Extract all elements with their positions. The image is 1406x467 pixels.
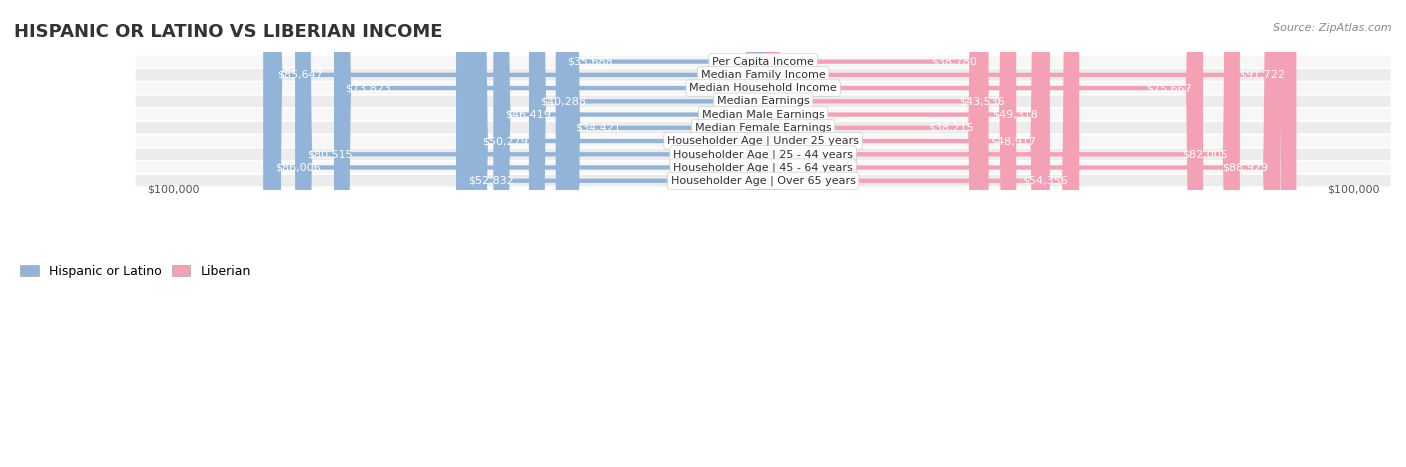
Text: $35,688: $35,688 [567, 57, 613, 67]
FancyBboxPatch shape [135, 175, 1391, 187]
Legend: Hispanic or Latino, Liberian: Hispanic or Latino, Liberian [15, 260, 256, 283]
FancyBboxPatch shape [135, 108, 1391, 120]
Text: $88,929: $88,929 [1222, 163, 1268, 172]
FancyBboxPatch shape [335, 0, 763, 467]
FancyBboxPatch shape [562, 0, 763, 467]
Text: Householder Age | Under 25 years: Householder Age | Under 25 years [668, 136, 859, 146]
FancyBboxPatch shape [529, 0, 763, 467]
Text: $38,215: $38,215 [928, 123, 974, 133]
FancyBboxPatch shape [471, 0, 763, 467]
Text: Householder Age | Over 65 years: Householder Age | Over 65 years [671, 176, 856, 186]
Text: $73,823: $73,823 [346, 83, 391, 93]
FancyBboxPatch shape [763, 0, 1047, 467]
Text: Median Male Earnings: Median Male Earnings [702, 110, 824, 120]
FancyBboxPatch shape [135, 148, 1391, 160]
FancyBboxPatch shape [135, 135, 1391, 147]
Text: $85,647: $85,647 [277, 70, 323, 80]
Text: Householder Age | 25 - 44 years: Householder Age | 25 - 44 years [673, 149, 853, 160]
Text: Median Earnings: Median Earnings [717, 96, 810, 106]
FancyBboxPatch shape [135, 82, 1391, 94]
Text: $49,318: $49,318 [993, 110, 1038, 120]
FancyBboxPatch shape [763, 0, 1080, 467]
FancyBboxPatch shape [295, 0, 763, 467]
Text: $48,917: $48,917 [990, 136, 1036, 146]
FancyBboxPatch shape [763, 0, 986, 467]
Text: Source: ZipAtlas.com: Source: ZipAtlas.com [1274, 23, 1392, 33]
Text: Per Capita Income: Per Capita Income [713, 57, 814, 67]
FancyBboxPatch shape [135, 162, 1391, 174]
Text: Median Female Earnings: Median Female Earnings [695, 123, 831, 133]
FancyBboxPatch shape [763, 0, 1050, 467]
Text: $52,832: $52,832 [468, 176, 513, 186]
FancyBboxPatch shape [135, 69, 1391, 81]
Text: $46,419: $46,419 [505, 110, 551, 120]
FancyBboxPatch shape [456, 0, 763, 467]
Text: Householder Age | 45 - 64 years: Householder Age | 45 - 64 years [673, 162, 853, 173]
FancyBboxPatch shape [266, 0, 763, 467]
Text: $100,000: $100,000 [148, 184, 200, 194]
FancyBboxPatch shape [763, 0, 1204, 467]
Text: $80,515: $80,515 [307, 149, 353, 159]
FancyBboxPatch shape [135, 56, 1391, 68]
Text: $43,536: $43,536 [959, 96, 1005, 106]
Text: HISPANIC OR LATINO VS LIBERIAN INCOME: HISPANIC OR LATINO VS LIBERIAN INCOME [14, 23, 443, 42]
FancyBboxPatch shape [763, 0, 1296, 467]
FancyBboxPatch shape [555, 0, 763, 467]
FancyBboxPatch shape [263, 0, 763, 467]
FancyBboxPatch shape [494, 0, 763, 467]
FancyBboxPatch shape [763, 0, 1240, 467]
FancyBboxPatch shape [135, 95, 1391, 107]
Text: $50,279: $50,279 [482, 136, 529, 146]
Text: Median Household Income: Median Household Income [689, 83, 837, 93]
FancyBboxPatch shape [763, 0, 1017, 467]
FancyBboxPatch shape [763, 0, 1279, 467]
Text: $54,356: $54,356 [1022, 176, 1067, 186]
Text: $91,722: $91,722 [1239, 70, 1285, 80]
Text: $34,421: $34,421 [575, 123, 620, 133]
Text: $40,288: $40,288 [540, 96, 586, 106]
FancyBboxPatch shape [135, 122, 1391, 134]
Text: $82,005: $82,005 [1182, 149, 1229, 159]
Text: Median Family Income: Median Family Income [700, 70, 825, 80]
Text: $75,667: $75,667 [1146, 83, 1191, 93]
Text: $38,780: $38,780 [931, 57, 977, 67]
Text: $86,006: $86,006 [274, 163, 321, 172]
Text: $100,000: $100,000 [1327, 184, 1379, 194]
FancyBboxPatch shape [763, 0, 988, 467]
